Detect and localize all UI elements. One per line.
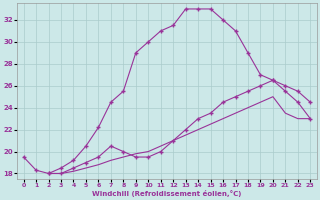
X-axis label: Windchill (Refroidissement éolien,°C): Windchill (Refroidissement éolien,°C) [92, 190, 242, 197]
